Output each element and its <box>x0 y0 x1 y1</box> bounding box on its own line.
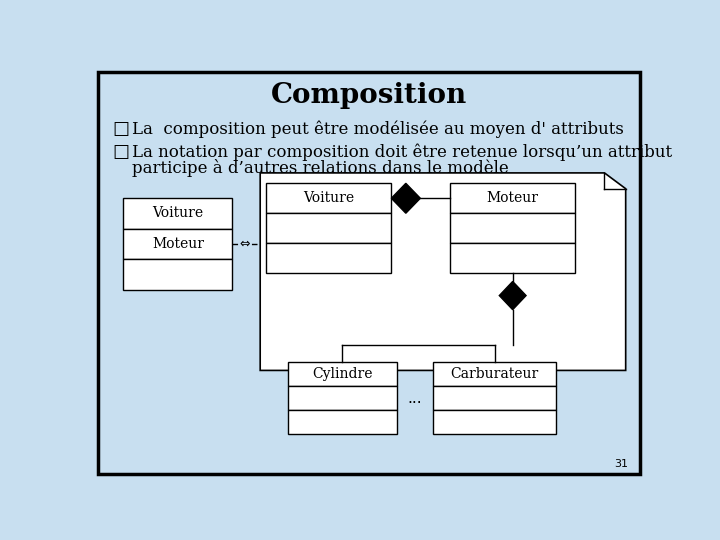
Bar <box>288 362 397 386</box>
Text: □: □ <box>112 143 130 161</box>
Bar <box>124 259 233 290</box>
Text: participe à d’autres relations dans le modèle: participe à d’autres relations dans le m… <box>132 159 508 177</box>
Text: □: □ <box>112 120 130 138</box>
Bar <box>266 213 392 243</box>
Bar <box>288 410 397 435</box>
Bar <box>124 198 233 228</box>
Text: Moteur: Moteur <box>487 191 539 205</box>
Polygon shape <box>392 183 420 213</box>
Text: Composition: Composition <box>271 83 467 110</box>
Bar <box>450 213 575 243</box>
Bar <box>266 243 392 273</box>
Text: ...: ... <box>408 391 423 406</box>
Text: Moteur: Moteur <box>152 237 204 251</box>
Text: Voiture: Voiture <box>153 206 204 220</box>
Bar <box>433 386 556 410</box>
Bar <box>124 228 233 259</box>
Text: ⇔: ⇔ <box>240 238 250 251</box>
Bar <box>433 410 556 435</box>
Text: Voiture: Voiture <box>303 191 354 205</box>
Bar <box>288 386 397 410</box>
Bar <box>450 183 575 213</box>
Text: Carburateur: Carburateur <box>451 367 539 381</box>
Bar <box>266 183 392 213</box>
Polygon shape <box>499 281 526 310</box>
Polygon shape <box>260 173 626 370</box>
Bar <box>433 362 556 386</box>
Text: La  composition peut être modélisée au moyen d' attributs: La composition peut être modélisée au mo… <box>132 120 624 138</box>
Bar <box>450 243 575 273</box>
Text: 31: 31 <box>614 459 629 469</box>
Text: Cylindre: Cylindre <box>312 367 373 381</box>
Text: La notation par composition doit être retenue lorsqu’un attribut: La notation par composition doit être re… <box>132 143 672 161</box>
